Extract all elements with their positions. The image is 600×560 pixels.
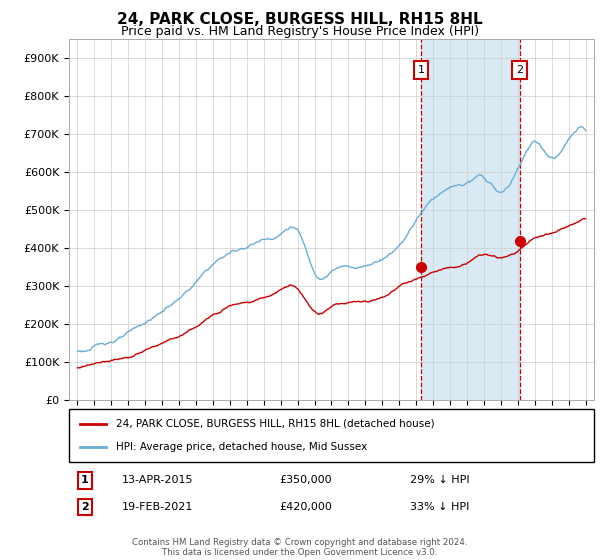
Text: 33% ↓ HPI: 33% ↓ HPI (410, 502, 470, 512)
Text: HPI: Average price, detached house, Mid Sussex: HPI: Average price, detached house, Mid … (116, 442, 367, 452)
Text: Price paid vs. HM Land Registry's House Price Index (HPI): Price paid vs. HM Land Registry's House … (121, 25, 479, 38)
Text: 1: 1 (81, 475, 89, 485)
Text: 24, PARK CLOSE, BURGESS HILL, RH15 8HL (detached house): 24, PARK CLOSE, BURGESS HILL, RH15 8HL (… (116, 419, 435, 429)
Text: 29% ↓ HPI: 29% ↓ HPI (410, 475, 470, 485)
Text: 2: 2 (516, 64, 523, 74)
Text: 24, PARK CLOSE, BURGESS HILL, RH15 8HL: 24, PARK CLOSE, BURGESS HILL, RH15 8HL (117, 12, 483, 27)
Text: £350,000: £350,000 (279, 475, 332, 485)
Text: £420,000: £420,000 (279, 502, 332, 512)
FancyBboxPatch shape (69, 409, 594, 462)
Text: 1: 1 (418, 64, 424, 74)
Text: 2: 2 (81, 502, 89, 512)
Text: 19-FEB-2021: 19-FEB-2021 (121, 502, 193, 512)
Bar (421, 39, 520, 400)
Text: 13-APR-2015: 13-APR-2015 (121, 475, 193, 485)
Text: Contains HM Land Registry data © Crown copyright and database right 2024.
This d: Contains HM Land Registry data © Crown c… (132, 538, 468, 557)
